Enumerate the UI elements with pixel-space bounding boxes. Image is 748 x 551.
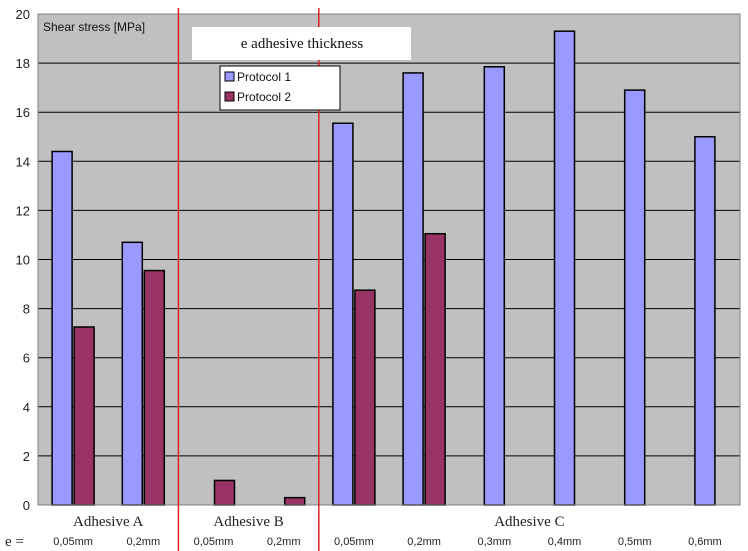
bars xyxy=(51,30,716,506)
bar-protocol-2 xyxy=(424,232,446,506)
y-tick-label: 0 xyxy=(23,498,30,513)
chart-title-box xyxy=(192,27,411,60)
y-axis-label: Shear stress [MPa] xyxy=(43,20,145,34)
plot-border xyxy=(37,13,741,506)
y-tick-label: 18 xyxy=(16,56,30,71)
bar-protocol-1 xyxy=(483,66,506,506)
group-label: Adhesive C xyxy=(494,514,564,530)
y-tick-label: 16 xyxy=(16,105,30,120)
legend-label-protocol-2: Protocol 2 xyxy=(237,90,291,104)
y-tick-label: 6 xyxy=(23,351,30,366)
bar-protocol-2 xyxy=(283,496,306,506)
bar-protocol-2 xyxy=(73,326,95,506)
y-tick-label: 20 xyxy=(16,7,30,22)
bar-protocol-1 xyxy=(332,122,354,506)
e-axis-label: e = xyxy=(5,534,24,550)
x-category-label: 0,2mm xyxy=(407,536,441,548)
y-tick-label: 14 xyxy=(16,154,30,169)
x-axis: 0,05mm 0,2mm 0,05mm 0,2mm 0,05mm 0,2mm 0,3mm 0,… xyxy=(53,514,721,548)
x-category-label: 0,5mm xyxy=(618,536,652,548)
y-tick-label: 8 xyxy=(23,302,30,317)
x-category-label: 0,2mm xyxy=(126,536,160,548)
chart-title: e adhesive thickness xyxy=(241,36,364,52)
x-category-label: 0,6mm xyxy=(688,536,722,548)
x-category-label: 0,3mm xyxy=(477,536,511,548)
bar-protocol-1 xyxy=(623,89,646,506)
y-tick-label: 4 xyxy=(23,400,30,415)
legend-swatch-protocol-2 xyxy=(224,91,235,102)
bar-protocol-1 xyxy=(694,136,716,506)
bar-protocol-1 xyxy=(553,30,576,506)
legend-label-protocol-1: Protocol 1 xyxy=(237,70,291,84)
x-category-label: 0,05mm xyxy=(194,536,234,548)
x-category-label: 0,2mm xyxy=(267,536,301,548)
y-tick-label: 12 xyxy=(16,203,30,218)
bar-protocol-2 xyxy=(213,479,236,506)
x-category-label: 0,4mm xyxy=(548,536,582,548)
y-tick-label: 10 xyxy=(16,253,30,268)
legend-swatch-protocol-1 xyxy=(224,71,235,82)
legend: Protocol 1 Protocol 2 xyxy=(219,65,341,111)
group-label: Adhesive B xyxy=(213,514,283,530)
bar-protocol-1 xyxy=(402,72,424,506)
y-axis: 0 2 4 6 8 10 12 14 16 18 20 xyxy=(16,7,30,513)
bar-protocol-2 xyxy=(354,289,376,506)
bar-protocol-1 xyxy=(121,241,144,506)
y-tick-label: 2 xyxy=(23,449,30,464)
x-category-label: 0,05mm xyxy=(334,536,374,548)
legend-box xyxy=(219,65,341,111)
x-category-label: 0,05mm xyxy=(53,536,93,548)
bar-protocol-1 xyxy=(51,150,73,506)
group-label: Adhesive A xyxy=(73,514,144,530)
bar-protocol-2 xyxy=(143,269,166,506)
